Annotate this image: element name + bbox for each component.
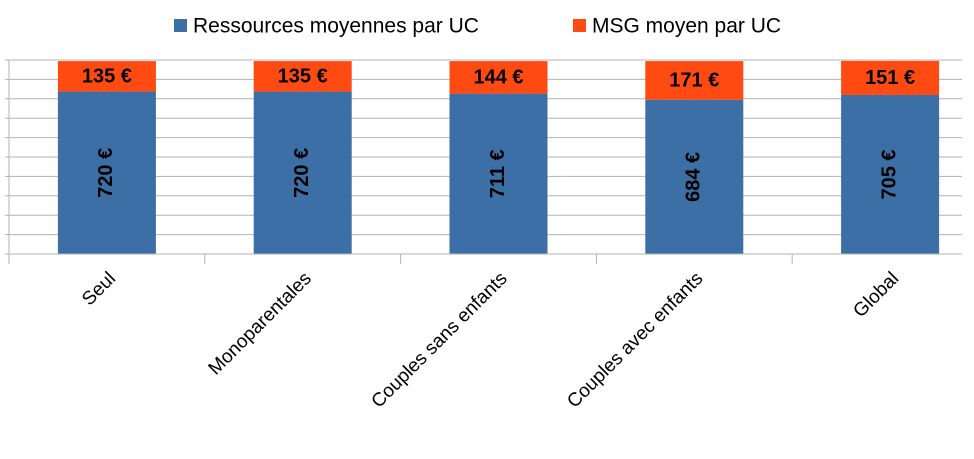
bar-segment (645, 99, 744, 254)
bar-segment (841, 94, 940, 254)
data-label: 684 € (683, 152, 705, 202)
bar-segment (253, 91, 352, 255)
legend-label: MSG moyen par UC (592, 15, 781, 38)
data-label: 720 € (291, 148, 313, 198)
data-label: 135 € (278, 66, 328, 88)
legend-swatch (573, 19, 586, 32)
data-label: 705 € (878, 149, 900, 199)
data-label: 151 € (865, 67, 915, 89)
bar-segment (841, 60, 940, 95)
bar-segment (57, 91, 156, 255)
data-label: 711 € (487, 149, 509, 198)
data-label: 720 € (95, 148, 117, 198)
data-label: 135 € (82, 66, 132, 88)
bar-segment (449, 93, 548, 254)
x-tick-label: Seul (78, 268, 120, 310)
x-tick-label: Monoparentales (205, 268, 316, 379)
bar-segment (253, 61, 352, 92)
bar-segment (57, 61, 156, 92)
x-tick-label: Couples sans enfants (368, 268, 512, 412)
x-tick-label: Couples avec enfants (563, 268, 707, 412)
bar-segment (449, 61, 548, 94)
bar-segment (645, 61, 744, 100)
data-label: 171 € (669, 70, 719, 92)
legend-label: Ressources moyennes par UC (193, 15, 479, 38)
x-tick-label: Global (849, 268, 903, 322)
data-label: 144 € (473, 67, 523, 89)
legend-swatch (174, 19, 187, 32)
